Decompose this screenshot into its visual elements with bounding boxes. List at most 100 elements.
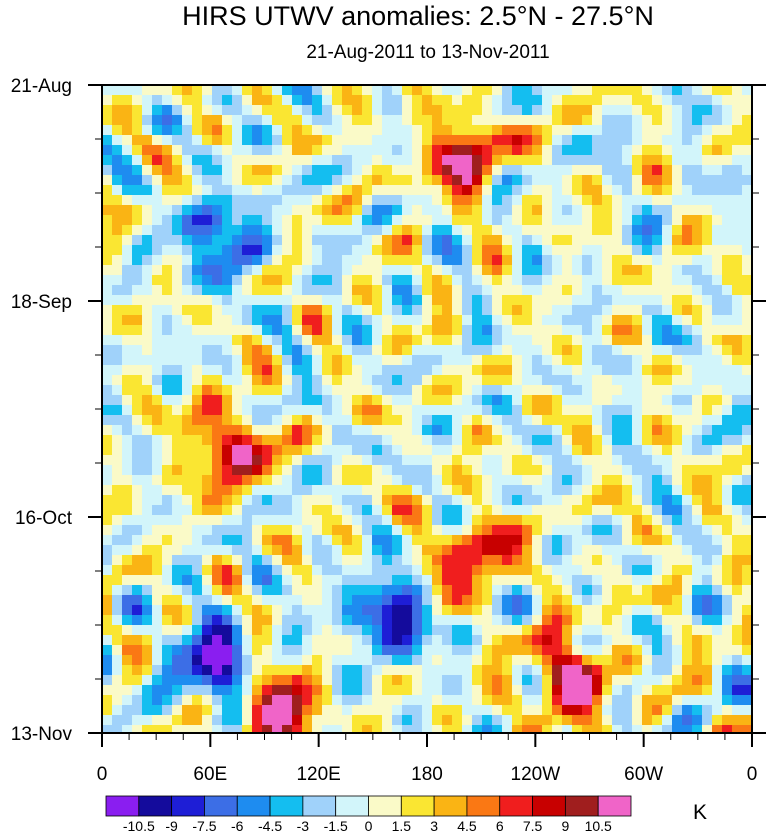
field-cell — [542, 585, 553, 596]
field-cell — [552, 165, 563, 176]
field-cell — [642, 125, 653, 136]
field-cell — [192, 445, 203, 456]
field-cell — [742, 445, 752, 456]
field-cell — [322, 505, 333, 516]
field-cell — [412, 335, 423, 346]
field-cell — [742, 185, 752, 196]
field-cell — [452, 245, 463, 256]
field-cell — [152, 375, 163, 386]
field-cell — [362, 505, 373, 516]
field-cell — [392, 85, 403, 96]
field-cell — [142, 525, 153, 536]
field-cell — [712, 555, 723, 566]
field-cell — [212, 335, 223, 346]
field-cell — [312, 545, 323, 556]
field-cell — [582, 545, 593, 556]
field-cell — [662, 125, 673, 136]
field-cell — [612, 415, 623, 426]
field-cell — [242, 355, 253, 366]
field-cell — [612, 255, 623, 266]
field-cell — [472, 155, 483, 166]
field-cell — [322, 685, 333, 696]
field-cell — [462, 545, 473, 556]
field-cell — [662, 455, 673, 466]
field-cell — [662, 475, 673, 486]
field-cell — [652, 135, 663, 146]
colorbar-label: 1.5 — [392, 818, 412, 834]
field-cell — [192, 215, 203, 226]
field-cell — [642, 135, 653, 146]
field-cell — [432, 715, 443, 726]
field-cell — [482, 95, 493, 106]
field-cell — [522, 145, 533, 156]
field-cell — [442, 165, 453, 176]
field-cell — [472, 445, 483, 456]
field-cell — [462, 715, 473, 726]
field-cell — [462, 435, 473, 446]
field-cell — [552, 555, 563, 566]
field-cell — [112, 585, 123, 596]
field-cell — [692, 125, 703, 136]
field-cell — [562, 155, 573, 166]
field-cell — [132, 405, 143, 416]
field-cell — [262, 515, 273, 526]
field-cell — [122, 165, 133, 176]
field-cell — [282, 555, 293, 566]
field-cell — [312, 315, 323, 326]
field-cell — [392, 335, 403, 346]
field-cell — [512, 425, 523, 436]
field-cell — [482, 315, 493, 326]
field-cell — [632, 625, 643, 636]
field-cell — [462, 685, 473, 696]
field-cell — [152, 705, 163, 716]
field-cell — [222, 475, 233, 486]
field-cell — [532, 385, 543, 396]
field-cell — [502, 215, 513, 226]
field-cell — [412, 695, 423, 706]
field-cell — [732, 405, 743, 416]
field-cell — [592, 575, 603, 586]
field-cell — [702, 455, 713, 466]
field-cell — [122, 325, 133, 336]
field-cell — [582, 185, 593, 196]
field-cell — [742, 675, 752, 686]
field-cell — [112, 505, 123, 516]
field-cell — [412, 365, 423, 376]
field-cell — [682, 335, 693, 346]
field-cell — [302, 415, 313, 426]
field-cell — [272, 605, 283, 616]
field-cell — [722, 655, 733, 666]
field-cell — [332, 505, 343, 516]
field-cell — [342, 325, 353, 336]
field-cell — [462, 635, 473, 646]
field-cell — [262, 405, 273, 416]
field-cell — [742, 665, 752, 676]
field-cell — [292, 275, 303, 286]
field-cell — [282, 595, 293, 606]
field-cell — [192, 395, 203, 406]
field-cell — [542, 395, 553, 406]
field-cell — [182, 295, 193, 306]
field-cell — [492, 595, 503, 606]
field-cell — [212, 195, 223, 206]
field-cell — [142, 655, 153, 666]
field-cell — [372, 275, 383, 286]
field-cell — [522, 565, 533, 576]
field-cell — [702, 195, 713, 206]
field-cell — [702, 575, 713, 586]
field-cell — [362, 725, 373, 733]
field-cell — [362, 315, 373, 326]
field-cell — [432, 335, 443, 346]
field-cell — [602, 125, 613, 136]
field-cell — [702, 305, 713, 316]
field-cell — [122, 385, 133, 396]
field-cell — [212, 315, 223, 326]
field-cell — [422, 615, 433, 626]
field-cell — [472, 115, 483, 126]
field-cell — [502, 205, 513, 216]
field-cell — [502, 185, 513, 196]
field-cell — [552, 385, 563, 396]
field-cell — [512, 415, 523, 426]
field-cell — [142, 265, 153, 276]
field-cell — [232, 525, 243, 536]
